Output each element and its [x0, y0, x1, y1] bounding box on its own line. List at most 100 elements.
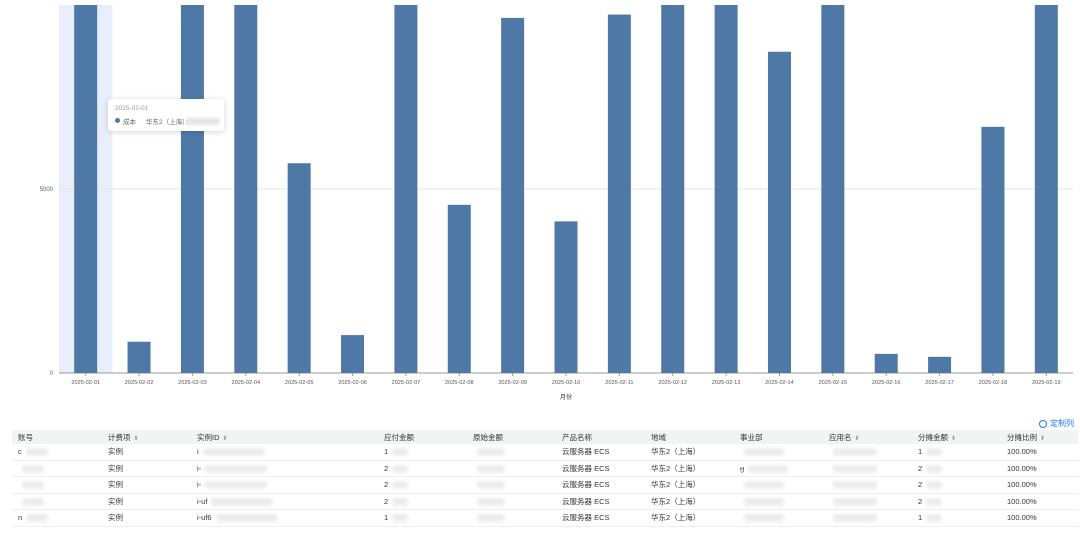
x-tick-label: 2025-02-08 — [445, 380, 474, 386]
table-row[interactable]: 实例 i-uf 2 云服务器 ECS 华东2（上海） 2 100.00% — [12, 493, 1078, 510]
column-header: 事业部 — [734, 430, 823, 444]
cell-payable: 1 — [378, 509, 467, 527]
x-axis-title: 月份 — [560, 393, 572, 401]
column-header-label: 账号 — [18, 432, 33, 442]
cell-product: 云服务器 ECS — [556, 444, 645, 461]
bar — [981, 126, 1005, 373]
cell-value: 1 — [918, 447, 923, 457]
y-tick-label: 0 — [50, 371, 54, 377]
masked-value — [744, 497, 784, 506]
column-header[interactable]: 分摊金额 ⬍ — [912, 430, 1001, 444]
bar — [394, 5, 418, 373]
tooltip-value: 华东2（上海）： — [146, 119, 192, 126]
masked-value — [392, 481, 409, 490]
masked-value — [477, 448, 505, 457]
tooltip-series: 成本 — [123, 119, 136, 126]
cell-original — [467, 493, 556, 510]
table-row[interactable]: 实例 i- 2 云服务器 ECS 华东2（上海） 2 100.00% — [12, 476, 1078, 494]
masked-value — [215, 514, 278, 523]
cell-value: 2 — [918, 480, 923, 490]
cell-original — [467, 444, 556, 461]
masked-value — [22, 481, 44, 490]
tooltip-date: 2025-02-01 — [115, 105, 149, 112]
x-tick-label: 2025-02-07 — [392, 380, 421, 386]
sort-icon[interactable]: ⬍ — [222, 435, 228, 442]
cell-ratio: 100.00% — [1001, 476, 1078, 494]
column-header-label: 产品名称 — [562, 432, 592, 442]
cost-table: 账号 计费项 ⬍ 实例ID ⬍ 应付金额 原始金额 产品名称 地域 事业部 应用名 ⬍ 分摊金额 ⬍ 分摊比… — [12, 430, 1078, 527]
column-header[interactable]: 应用名 ⬍ — [823, 430, 912, 444]
sort-icon[interactable]: ⬍ — [951, 435, 957, 442]
masked-value — [22, 497, 44, 506]
column-header-label: 应用名 — [829, 432, 852, 442]
cell-payable: 1 — [378, 444, 467, 461]
bar — [607, 14, 631, 374]
column-header-label: 实例ID — [197, 432, 220, 442]
bar — [341, 335, 365, 373]
cell-value: 华东2（上海） — [651, 447, 701, 457]
x-tick-label: 2025-02-14 — [765, 380, 794, 386]
x-tick-label: 2025-02-15 — [819, 380, 848, 386]
cell-value: 100.00% — [1007, 496, 1037, 506]
bar — [74, 5, 98, 373]
x-tick-label: 2025-02-18 — [979, 380, 1008, 386]
masked-value — [833, 464, 877, 473]
bar — [127, 341, 151, 373]
masked-value — [833, 448, 877, 457]
table-row[interactable]: c 实例 i 1 云服务器 ECS 华东2（上海） 1 100.00% — [12, 444, 1078, 461]
cell-value: 云服务器 ECS — [562, 447, 610, 457]
cell-value: 华东2（上海） — [651, 463, 701, 473]
cell-product: 云服务器 ECS — [556, 509, 645, 527]
cell-product: 云服务器 ECS — [556, 476, 645, 494]
cell-value: c — [18, 447, 22, 457]
cell-app — [823, 509, 912, 527]
masked-value — [392, 448, 409, 457]
cell-value: 100.00% — [1007, 463, 1037, 473]
cell-value: 1 — [918, 513, 923, 523]
cell-value: i- — [197, 480, 202, 490]
masked-value — [477, 464, 505, 473]
column-header[interactable]: 计费项 ⬍ — [102, 430, 191, 444]
masked-value — [202, 448, 265, 457]
table-row[interactable]: n 实例 i-uf6 1 云服务器 ECS 华东2（上海） 1 100.00% — [12, 509, 1078, 527]
x-tick-label: 2025-02-17 — [925, 380, 954, 386]
cell-account — [12, 493, 102, 510]
table-row[interactable]: 实例 i- 2 云服务器 ECS 华东2（上海） ӈ 2 100.00% — [12, 460, 1078, 477]
cell-value: 华东2（上海） — [651, 480, 701, 490]
y-tick-label: 5000 — [40, 187, 54, 193]
cell-value: 2 — [918, 496, 923, 506]
cell-value: 云服务器 ECS — [562, 480, 610, 490]
sort-icon[interactable]: ⬍ — [1040, 435, 1046, 442]
column-header: 应付金额 — [378, 430, 467, 444]
cell-share: 1 — [912, 444, 1001, 461]
cell-item: 实例 — [102, 509, 191, 527]
customize-columns-label: 定制列 — [1050, 419, 1074, 428]
cell-value: 2 — [384, 480, 389, 490]
x-tick-label: 2025-02-01 — [71, 380, 100, 386]
cell-original — [467, 509, 556, 527]
bar — [554, 221, 578, 373]
cell-ratio: 100.00% — [1001, 444, 1078, 461]
sort-icon[interactable]: ⬍ — [133, 435, 139, 442]
column-header-label: 地域 — [651, 432, 666, 442]
cell-value: 实例 — [108, 480, 123, 490]
cell-value: 1 — [384, 447, 389, 457]
cell-value: 云服务器 ECS — [562, 496, 610, 506]
cell-instance: i-uf — [191, 493, 378, 510]
cell-ratio: 100.00% — [1001, 509, 1078, 527]
masked-value — [477, 497, 505, 506]
cell-value: n — [18, 513, 23, 523]
column-header: 账号 — [12, 430, 102, 444]
column-header-label: 应付金额 — [384, 432, 414, 442]
bar — [661, 5, 685, 373]
masked-value — [744, 481, 784, 490]
masked-value — [748, 464, 789, 473]
column-header[interactable]: 分摊比例 ⬍ — [1001, 430, 1078, 444]
customize-columns-button[interactable]: 定制列 — [1039, 418, 1074, 429]
cell-payable: 2 — [378, 460, 467, 477]
cell-item: 实例 — [102, 444, 191, 461]
cell-ratio: 100.00% — [1001, 493, 1078, 510]
sort-icon[interactable]: ⬍ — [854, 435, 860, 442]
column-header[interactable]: 实例ID ⬍ — [191, 430, 378, 444]
x-tick-label: 2025-02-04 — [231, 380, 260, 386]
